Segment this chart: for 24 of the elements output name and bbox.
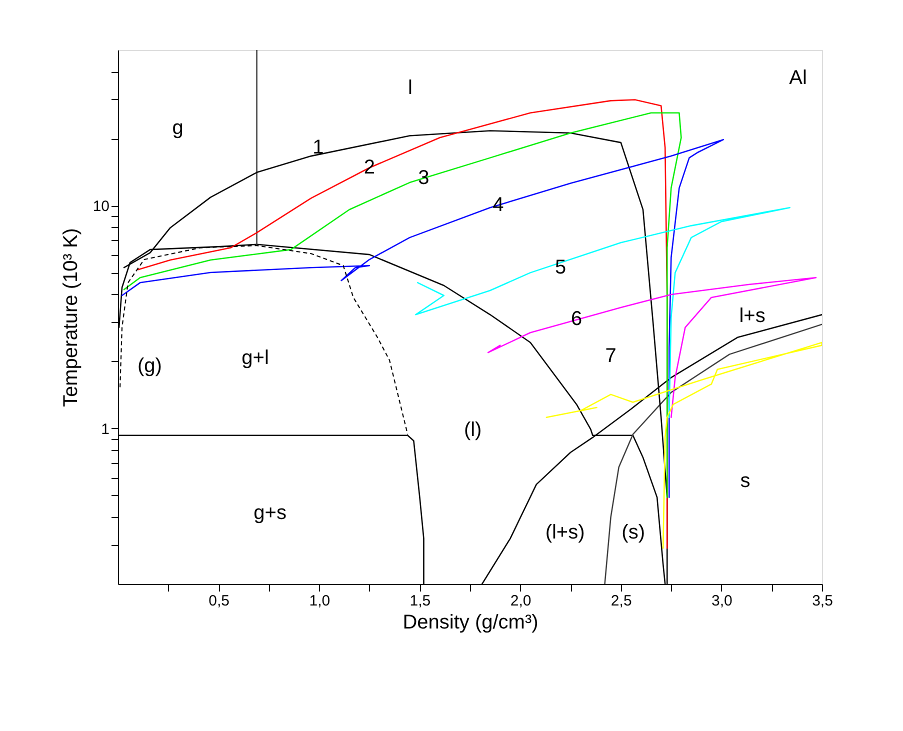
annotation: 7 bbox=[605, 344, 616, 367]
x-axis-title: Density (g/cm³) bbox=[402, 612, 538, 634]
x-tick-label: 2,5 bbox=[610, 592, 632, 610]
annotation: g+s bbox=[254, 502, 286, 524]
annotation: 5 bbox=[554, 256, 566, 279]
annotation: l bbox=[408, 76, 412, 99]
x-tick-label: 3,0 bbox=[712, 592, 732, 610]
annotation: l+s bbox=[739, 304, 766, 327]
y-tick-label: 10 bbox=[92, 198, 110, 216]
annotation: Al bbox=[789, 66, 807, 89]
annotation: (l) bbox=[464, 419, 482, 442]
x-tick-label: 2,0 bbox=[510, 592, 532, 610]
x-tick-label: 3,5 bbox=[812, 592, 833, 610]
annotation: (g) bbox=[137, 355, 162, 378]
annotation: g bbox=[172, 116, 184, 139]
x-tick-label: 0,5 bbox=[208, 592, 230, 610]
annotation: 1 bbox=[312, 136, 324, 159]
annotation: (l+s) bbox=[545, 522, 585, 544]
annotation: s bbox=[740, 470, 750, 492]
annotation: g+l bbox=[242, 347, 269, 370]
x-tick-label: 1,0 bbox=[309, 592, 330, 610]
x-tick-label: 1,5 bbox=[410, 592, 431, 610]
annotation: (s) bbox=[622, 522, 645, 544]
y-axis-title: Temperature (10³ K) bbox=[60, 228, 82, 407]
